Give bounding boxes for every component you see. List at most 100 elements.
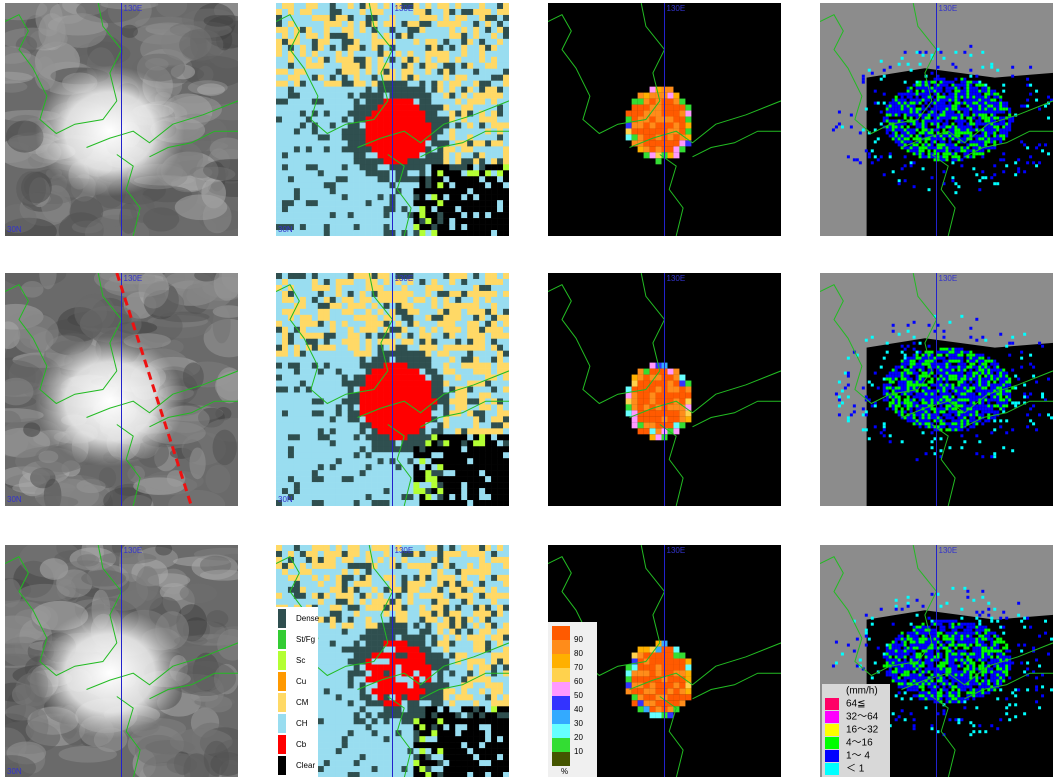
cloud-type-cell xyxy=(360,339,366,345)
cloud-type-cell xyxy=(354,140,360,146)
rain-cell xyxy=(901,360,904,363)
cloud-type-cell xyxy=(461,339,467,345)
cloud-type-cell xyxy=(294,285,300,291)
cloud-type-cell xyxy=(461,273,467,279)
cloud-type-cell xyxy=(491,422,497,428)
cloud-type-cell xyxy=(348,9,354,15)
cloud-type-cell xyxy=(479,428,485,434)
cloud-type-cell xyxy=(425,476,431,482)
rain-cell xyxy=(925,357,928,360)
cloud-type-cell xyxy=(461,111,467,117)
cloud-type-cell xyxy=(300,99,306,105)
cloud-type-cell xyxy=(443,3,449,9)
cloud-type-cell xyxy=(354,87,360,93)
rain-cell xyxy=(978,105,981,108)
rain-cell xyxy=(898,137,901,140)
cloud-type-cell xyxy=(395,122,401,128)
cloud-type-cell xyxy=(360,488,366,494)
rain-cell xyxy=(931,146,934,149)
rain-cell xyxy=(889,375,892,378)
cloud-type-cell xyxy=(497,93,503,99)
cloud-type-cell xyxy=(366,291,372,297)
cloud-type-cell xyxy=(300,224,306,230)
cloud-type-cell xyxy=(354,363,360,369)
cloud-type-cell xyxy=(348,351,354,357)
cloud-type-cell xyxy=(467,410,473,416)
rain-cell xyxy=(928,381,931,384)
cloud-type-cell xyxy=(330,224,336,230)
cloud-type-cell xyxy=(449,309,455,315)
parallel-label: 30N xyxy=(7,225,22,234)
cloud-type-cell xyxy=(461,470,467,476)
cloud-type-cell xyxy=(336,206,342,212)
rain-cell xyxy=(904,366,907,369)
rain-cell xyxy=(928,401,931,404)
rain-cell xyxy=(975,173,978,176)
cloud-type-cell xyxy=(401,309,407,315)
cloud-type-cell xyxy=(312,63,318,69)
cloud-type-cell xyxy=(473,194,479,200)
cloud-type-cell xyxy=(294,422,300,428)
cloud-type-cell xyxy=(485,321,491,327)
rain-cell xyxy=(999,108,1002,111)
cloud-top-cell xyxy=(638,111,644,117)
cloud-type-cell xyxy=(467,152,473,158)
cloud-type-cell xyxy=(407,500,413,506)
rain-cell xyxy=(901,372,904,375)
rain-cell xyxy=(898,413,901,416)
cloud-top-cell xyxy=(644,398,650,404)
cloud-type-cell xyxy=(467,470,473,476)
rain-cell xyxy=(922,146,925,149)
rain-cell xyxy=(901,108,904,111)
rain-cell xyxy=(966,143,969,146)
cloud-type-cell xyxy=(437,488,443,494)
rain-cell xyxy=(898,404,901,407)
cloud-type-cell xyxy=(449,488,455,494)
cloud-type-cell xyxy=(479,117,485,123)
cloud-type-cell xyxy=(384,9,390,15)
rain-cell xyxy=(904,392,907,395)
rain-cell xyxy=(835,392,838,395)
cloud-type-cell xyxy=(407,381,413,387)
cloud-type-cell xyxy=(354,482,360,488)
cloud-top-cell xyxy=(673,381,679,387)
rain-cell xyxy=(966,146,969,149)
cloud-type-cell xyxy=(413,333,419,339)
cloud-type-cell xyxy=(276,369,282,375)
rain-cell xyxy=(880,431,883,434)
cloud-type-cell xyxy=(443,279,449,285)
rain-cell xyxy=(1002,131,1005,134)
rain-cell xyxy=(999,96,1002,99)
cloud-type-cell xyxy=(360,416,366,422)
rain-cell xyxy=(916,392,919,395)
rain-cell xyxy=(1002,108,1005,111)
cloud-type-cell xyxy=(413,470,419,476)
cloud-type-cell xyxy=(366,315,372,321)
cloud-type-cell xyxy=(330,434,336,440)
rain-cell xyxy=(981,131,984,134)
rain-cell xyxy=(904,348,907,351)
cloud-type-cell xyxy=(306,33,312,39)
cloud-type-cell xyxy=(348,363,354,369)
cloud-type-cell xyxy=(425,200,431,206)
cloud-type-cell xyxy=(318,200,324,206)
rain-cell xyxy=(898,143,901,146)
cloud-type-cell xyxy=(360,57,366,63)
rain-cell xyxy=(969,96,972,99)
cloud-type-cell xyxy=(282,117,288,123)
rain-cell xyxy=(868,381,871,384)
cloud-type-cell xyxy=(300,387,306,393)
cloud-type-cell xyxy=(443,170,449,176)
cloud-type-cell xyxy=(384,15,390,21)
cloud-type-cell xyxy=(324,345,330,351)
cloud-type-cell xyxy=(306,363,312,369)
cloud-type-cell xyxy=(431,111,437,117)
rain-cell xyxy=(925,422,928,425)
cloud-type-cell xyxy=(294,75,300,81)
cloud-type-cell xyxy=(360,194,366,200)
cloud-type-cell xyxy=(288,339,294,345)
cloud-type-cell xyxy=(479,158,485,164)
cloud-top-cell xyxy=(650,146,656,152)
rain-cell xyxy=(1029,155,1032,158)
cloud-type-cell xyxy=(288,122,294,128)
